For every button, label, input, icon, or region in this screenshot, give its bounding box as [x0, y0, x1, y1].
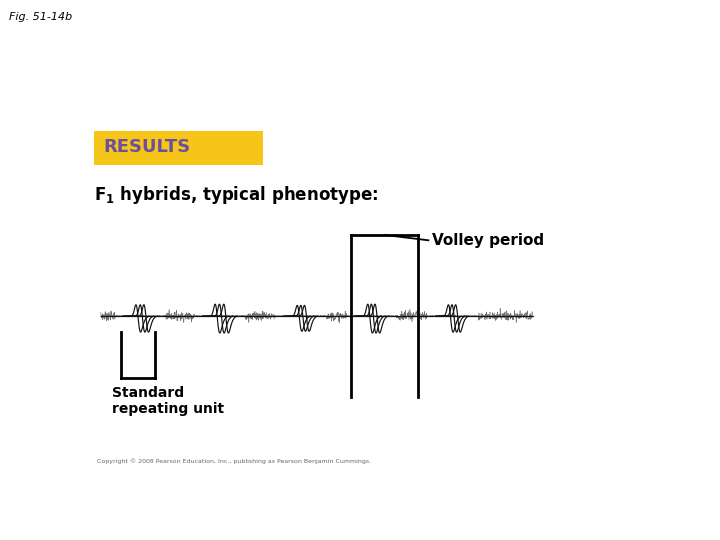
Text: Fig. 51-14b: Fig. 51-14b: [9, 12, 72, 22]
Text: Volley period: Volley period: [432, 233, 544, 248]
Text: Copyright © 2008 Pearson Education, Inc., publishing as Pearson Benjamin Cumming: Copyright © 2008 Pearson Education, Inc.…: [97, 458, 372, 463]
Text: $\mathbf{F_1}$ hybrids, typical phenotype:: $\mathbf{F_1}$ hybrids, typical phenotyp…: [94, 185, 378, 206]
FancyBboxPatch shape: [94, 131, 263, 165]
Text: RESULTS: RESULTS: [103, 138, 190, 157]
Text: Standard
repeating unit: Standard repeating unit: [112, 386, 224, 416]
